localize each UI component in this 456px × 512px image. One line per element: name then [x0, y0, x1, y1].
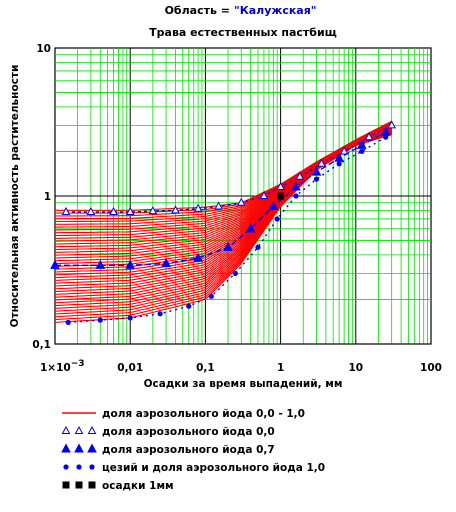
point-marker [65, 319, 71, 325]
point-marker [259, 190, 269, 199]
point-marker [95, 259, 106, 269]
legend-label: цезий и доля аэрозольного йода 1,0 [102, 462, 325, 474]
x-tick-label: 10 [348, 362, 363, 374]
x-tick-label: 1×10−3 [40, 359, 85, 374]
point-marker [61, 425, 71, 434]
point-marker [193, 203, 203, 212]
series-triangle-open [61, 120, 397, 215]
point-marker [171, 205, 180, 214]
x-tick-label: 100 [420, 362, 442, 374]
legend-label: осадки 1мм [102, 480, 174, 492]
series-layer [50, 120, 397, 325]
point-marker [245, 223, 256, 233]
series-line [68, 136, 387, 324]
point-marker [86, 206, 96, 215]
point-marker [127, 315, 133, 321]
legend-label: доля аэрозольного йода 0,7 [102, 444, 275, 456]
y-tick-label: 0,1 [32, 339, 51, 351]
point-marker [157, 311, 163, 317]
point-marker [75, 481, 83, 489]
legend-item: цезий и доля аэрозольного йода 1,0 [63, 462, 325, 474]
point-marker [255, 244, 261, 250]
point-marker [232, 270, 238, 276]
point-marker [161, 257, 171, 267]
point-marker [89, 464, 95, 470]
legend-label: доля аэрозольного йода 0,0 - 1,0 [102, 408, 305, 420]
point-marker [311, 166, 322, 176]
point-marker [186, 303, 192, 309]
point-marker [274, 216, 280, 222]
point-marker [61, 443, 71, 453]
region-name: "Калужская" [234, 4, 317, 17]
point-marker [339, 146, 349, 155]
point-marker [364, 132, 374, 141]
point-marker [88, 481, 96, 489]
point-marker [291, 181, 301, 191]
point-marker [125, 259, 136, 269]
series-line [66, 124, 393, 213]
x-tick-label: 1 [277, 362, 284, 374]
x-axis-label: Осадки за время выпадений, мм [144, 378, 343, 390]
point-marker [148, 206, 158, 215]
point-marker [193, 252, 203, 262]
point-marker [87, 425, 97, 434]
point-marker [317, 158, 326, 167]
x-tick-label: 0,01 [117, 362, 143, 374]
series-square [277, 192, 285, 200]
point-marker [356, 139, 367, 149]
point-marker [313, 176, 320, 182]
point-marker [125, 206, 135, 215]
legend-item: доля аэрозольного йода 0,7 [61, 443, 275, 456]
series-triangle-filled [50, 126, 391, 269]
legend-label: доля аэрозольного йода 0,0 [102, 426, 275, 438]
y-tick-label: 1 [44, 191, 51, 203]
legend-item: осадки 1мм [62, 480, 174, 492]
point-marker [387, 120, 397, 129]
point-marker [383, 134, 389, 140]
point-marker [97, 317, 103, 323]
region-label: Область = [165, 4, 230, 17]
tick-labels: 1×10−3 0,01 0,1 1 10 100 0,1 1 10 [32, 43, 442, 374]
point-marker [62, 481, 70, 489]
point-marker [236, 197, 246, 206]
point-marker [295, 171, 305, 180]
point-marker [63, 464, 69, 470]
y-tick-label: 10 [36, 43, 51, 55]
legend-item: доля аэрозольного йода 0,0 [61, 425, 275, 438]
legend: доля аэрозольного йода 0,0 - 1,0 доля аэр… [61, 408, 325, 492]
series-dot [65, 134, 389, 325]
point-marker [208, 293, 214, 299]
point-marker [87, 443, 97, 453]
y-axis-label: Относительная активность растительности [9, 65, 21, 328]
point-marker [50, 259, 60, 269]
point-marker [74, 443, 84, 453]
point-marker [293, 193, 299, 199]
point-marker [276, 181, 285, 191]
x-tick-label: 0,1 [196, 362, 215, 374]
point-marker [223, 241, 233, 251]
point-marker [76, 464, 82, 470]
point-marker [109, 206, 118, 215]
point-marker [359, 148, 365, 155]
point-marker [268, 200, 279, 210]
point-marker [74, 425, 84, 434]
point-marker [214, 201, 223, 210]
chart-title: Трава естественных пастбищ [149, 26, 337, 39]
point-marker [61, 206, 71, 215]
legend-item: доля аэрозольного йода 0,0 - 1,0 [62, 408, 305, 420]
point-marker [277, 192, 285, 200]
point-marker [336, 161, 342, 167]
